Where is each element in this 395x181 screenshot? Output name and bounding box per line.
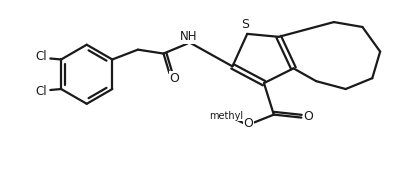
Text: O: O	[243, 117, 253, 130]
Text: S: S	[241, 18, 249, 31]
Text: Cl: Cl	[36, 85, 47, 98]
Text: O: O	[303, 110, 313, 123]
Text: Cl: Cl	[36, 50, 47, 63]
Text: O: O	[169, 72, 179, 85]
Text: methyl: methyl	[209, 111, 244, 121]
Text: NH: NH	[179, 30, 197, 43]
